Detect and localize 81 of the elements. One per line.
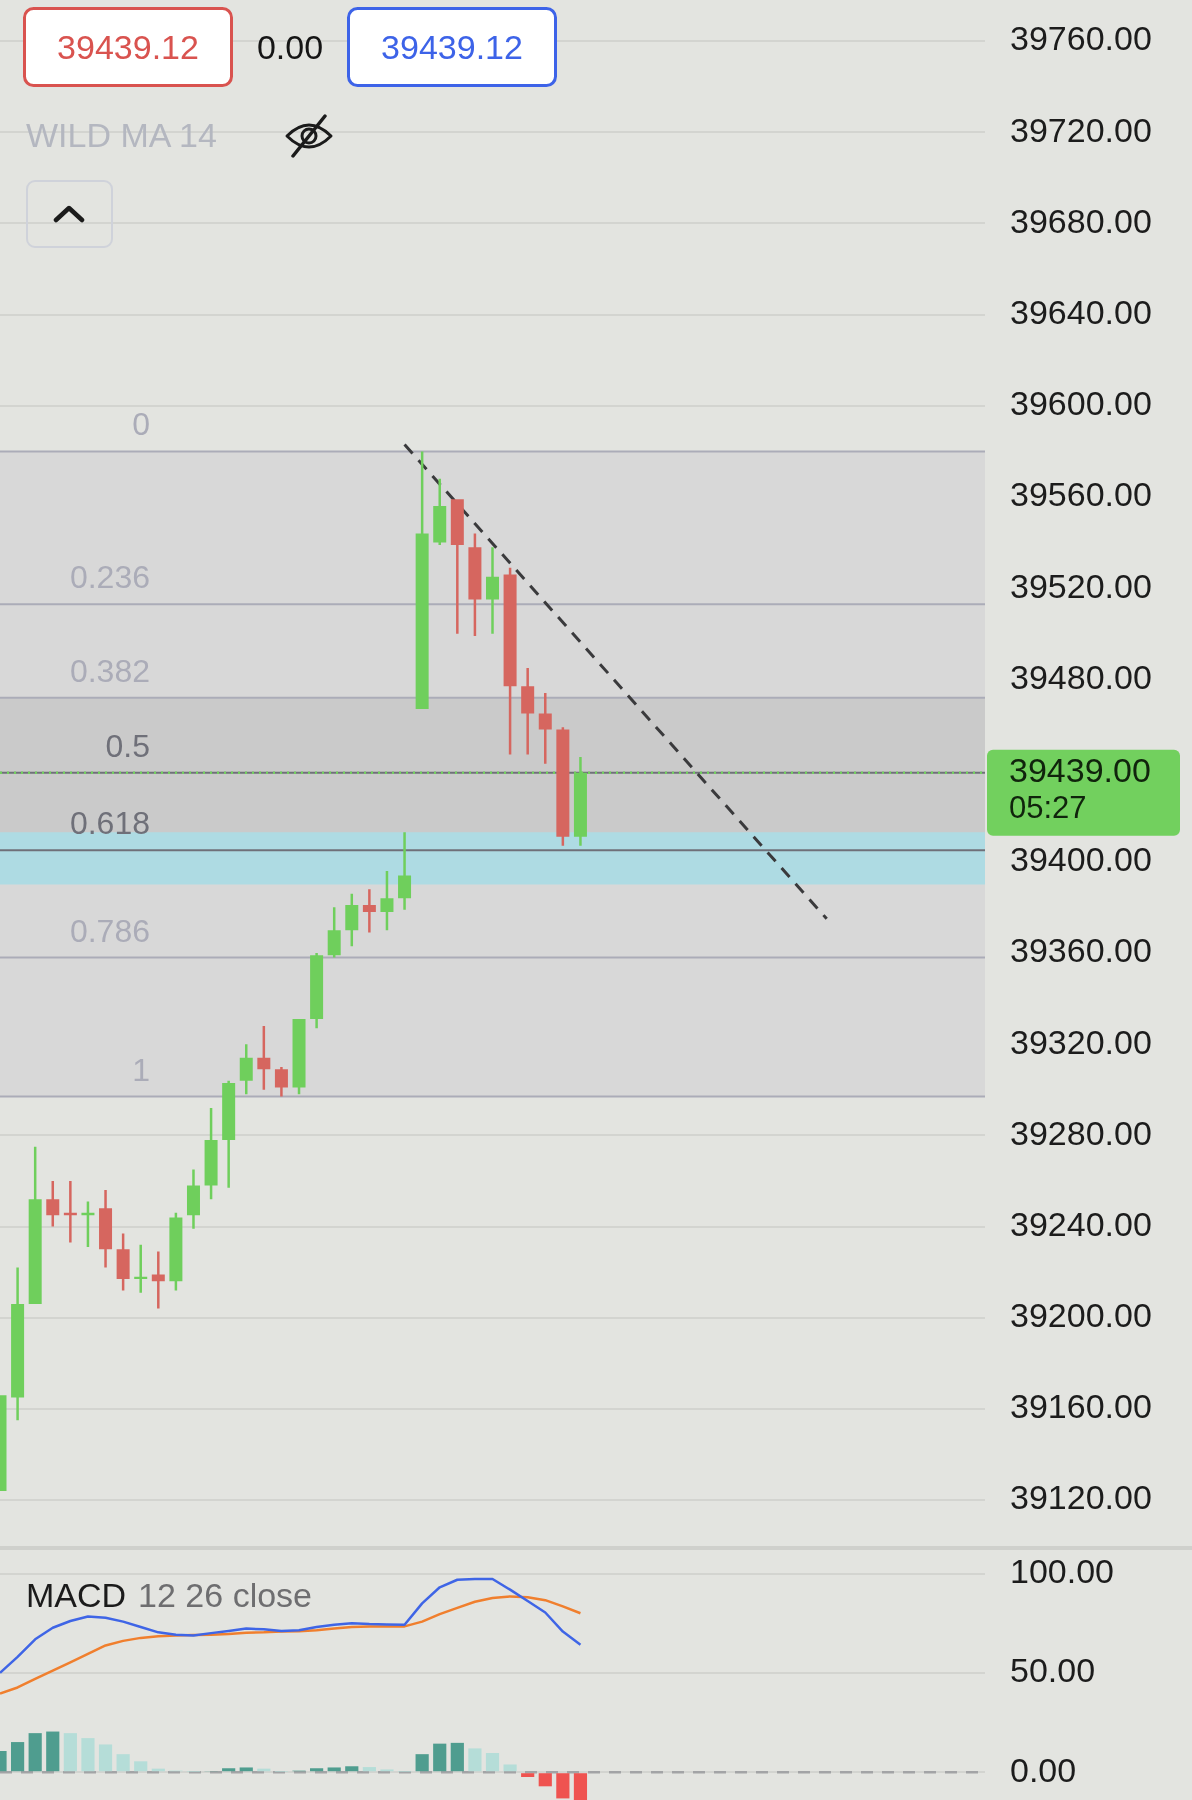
- y-tick-label: 39320.00: [1010, 1022, 1152, 1061]
- y-tick-label: 39480.00: [1010, 657, 1152, 696]
- y-tick-label: 39640.00: [1010, 292, 1152, 331]
- candlestick: [99, 1190, 113, 1268]
- candlestick: [11, 1267, 25, 1421]
- y-tick-label: 100.00: [1010, 1552, 1114, 1591]
- candlestick: [345, 893, 359, 947]
- candlestick: [186, 1169, 200, 1229]
- y-tick-label: 39160.00: [1010, 1387, 1152, 1426]
- y-tick-label: 39360.00: [1010, 931, 1152, 970]
- candlestick: [28, 1146, 42, 1305]
- candlestick: [433, 478, 447, 545]
- bar: [450, 1742, 464, 1772]
- bar: [485, 1752, 500, 1772]
- candlestick: [503, 567, 517, 755]
- bar: [327, 1767, 341, 1772]
- candlestick: [450, 499, 464, 634]
- bar: [81, 1738, 95, 1772]
- y-tick-label: 39240.00: [1010, 1204, 1152, 1243]
- candlestick: [239, 1044, 253, 1095]
- y-tick-label: 39120.00: [1010, 1478, 1152, 1517]
- candlestick: [380, 870, 394, 931]
- candlestick: [204, 1107, 218, 1200]
- bar: [134, 1761, 148, 1772]
- ref-line-label: 39439.00: [1009, 751, 1151, 790]
- candlestick: [274, 1066, 288, 1097]
- y-tick-label: 39200.00: [1010, 1296, 1152, 1335]
- bar: [63, 1733, 77, 1772]
- y-tick-label: 39760.00: [1010, 19, 1152, 58]
- bar: [116, 1754, 130, 1772]
- y-tick-label: 39280.00: [1010, 1113, 1152, 1152]
- y-tick-label: 39560.00: [1010, 475, 1152, 514]
- candlestick: [63, 1180, 77, 1243]
- text: MACD: [26, 1576, 127, 1614]
- candlestick: [538, 693, 552, 764]
- candlestick: [310, 952, 324, 1029]
- bar: [362, 1767, 376, 1772]
- y-tick-label: 0.00: [1010, 1750, 1077, 1789]
- candlestick: [415, 451, 429, 710]
- candlestick: [327, 907, 341, 958]
- candlestick: [292, 1019, 306, 1095]
- candlestick: [116, 1233, 130, 1291]
- candlestick: [151, 1251, 165, 1309]
- bar: [433, 1743, 447, 1772]
- candlestick: [556, 727, 570, 846]
- text: 05:27: [1009, 790, 1087, 826]
- annotation: 0.5: [105, 727, 150, 764]
- candlestick: [134, 1244, 148, 1293]
- bar: [310, 1768, 324, 1772]
- candlestick: [486, 547, 499, 634]
- y-tick-label: 39600.00: [1010, 384, 1152, 423]
- y-tick-label: 39520.00: [1010, 566, 1152, 605]
- candlestick: [46, 1180, 60, 1227]
- bar: [222, 1768, 236, 1772]
- bar: [556, 1773, 570, 1799]
- candlestick: [362, 889, 376, 933]
- bar: [239, 1767, 253, 1772]
- bar: [10, 1742, 25, 1772]
- candlestick: [521, 667, 535, 755]
- annotation: 0.00: [255, 26, 325, 68]
- bar: [503, 1764, 517, 1772]
- y-tick-label: 39400.00: [1010, 840, 1152, 879]
- annotation: 0: [132, 406, 150, 443]
- candlestick: [398, 832, 412, 910]
- candlestick: [169, 1212, 183, 1291]
- bar: [98, 1744, 113, 1772]
- bar: [46, 1731, 60, 1772]
- bar: [573, 1773, 588, 1800]
- bar: [345, 1766, 359, 1772]
- annotation: 0.618: [69, 805, 150, 842]
- y-tick-label: 39680.00: [1010, 201, 1152, 240]
- candlestick: [222, 1080, 236, 1188]
- bar: [415, 1754, 429, 1772]
- bar: [521, 1773, 535, 1777]
- y-tick-label: 39720.00: [1010, 110, 1152, 149]
- y-tick-label: 50.00: [1010, 1651, 1096, 1690]
- text: 12 26 close: [138, 1576, 313, 1614]
- bar: [28, 1733, 42, 1772]
- bar: [468, 1748, 482, 1772]
- candlestick: [468, 533, 482, 637]
- bar: [538, 1773, 552, 1787]
